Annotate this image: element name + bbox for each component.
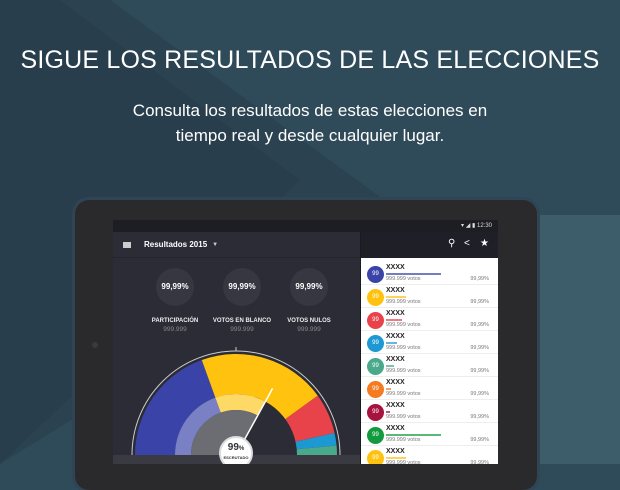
party-votes: 999.999 votos bbox=[386, 460, 421, 464]
tablet-camera bbox=[92, 342, 98, 348]
party-votes: 999.999 votos bbox=[386, 345, 421, 351]
stat-0: 99,99% PARTICIPACIÓN 999.999 bbox=[143, 268, 207, 333]
party-name: XXXX bbox=[386, 310, 405, 317]
subtitle-line: Consulta los resultados de estas eleccio… bbox=[132, 101, 488, 120]
party-row[interactable]: 99 XXXX 999.999 votos 99,99% bbox=[361, 400, 498, 423]
stat-count: 999.999 bbox=[230, 326, 254, 333]
party-row[interactable]: 99 XXXX 999.999 votos 99,99% bbox=[361, 423, 498, 446]
stat-2: 99,99% VOTOS NULOS 999.999 bbox=[277, 268, 341, 333]
escrutado-badge: 99% ESCRUTADO bbox=[219, 436, 253, 464]
party-percent: 99,99% bbox=[470, 276, 489, 282]
promo-headline: SIGUE LOS RESULTADOS DE LAS ELECCIONES bbox=[20, 46, 600, 74]
escrutado-label: ESCRUTADO bbox=[223, 455, 249, 460]
party-votes: 999.999 votos bbox=[386, 276, 421, 282]
share-icon[interactable]: < bbox=[464, 238, 470, 249]
party-percent: 99,99% bbox=[470, 391, 489, 397]
vote-bar bbox=[386, 388, 391, 390]
vote-bar bbox=[386, 365, 394, 367]
stat-value: 99,99% bbox=[223, 268, 261, 306]
status-time: 12:30 bbox=[476, 223, 492, 229]
search-icon[interactable]: ⚲ bbox=[448, 238, 456, 249]
party-percent: 99,99% bbox=[470, 414, 489, 420]
party-row[interactable]: 99 XXXX 999.999 votos 99,99% bbox=[361, 446, 498, 464]
percent-unit: % bbox=[238, 446, 245, 452]
vote-bar bbox=[386, 319, 402, 321]
escrutado-percent: 99 bbox=[227, 442, 239, 453]
party-percent: 99,99% bbox=[470, 437, 489, 443]
vote-bar bbox=[386, 457, 406, 459]
party-percent: 99,99% bbox=[470, 368, 489, 374]
party-name: XXXX bbox=[386, 333, 405, 340]
party-row[interactable]: 99 XXXX 999.999 votos 99,99% bbox=[361, 377, 498, 400]
menu-icon[interactable] bbox=[123, 242, 131, 248]
party-row[interactable]: 99 XXXX 999.999 votos 99,99% bbox=[361, 354, 498, 377]
party-votes: 999.999 votos bbox=[386, 414, 421, 420]
seats-badge: 99 bbox=[367, 312, 384, 329]
party-name: XXXX bbox=[386, 402, 405, 409]
party-row[interactable]: 99 XXXX 999.999 votos 99,99% bbox=[361, 331, 498, 354]
party-votes: 999.999 votos bbox=[386, 391, 421, 397]
party-percent: 99,99% bbox=[470, 322, 489, 328]
party-votes: 999.999 votos bbox=[386, 322, 421, 328]
party-name: XXXX bbox=[386, 379, 405, 386]
vote-bar bbox=[386, 342, 397, 344]
app-bar-actions: ⚲ < ★ bbox=[360, 232, 498, 258]
seats-badge: 99 bbox=[367, 450, 384, 464]
party-name: XXXX bbox=[386, 287, 405, 294]
party-name: XXXX bbox=[386, 356, 405, 363]
party-percent: 99,99% bbox=[470, 345, 489, 351]
party-row[interactable]: 99 XXXX 999.999 votos 99,99% bbox=[361, 262, 498, 285]
gauge-inner-segment bbox=[175, 397, 221, 455]
stat-value: 99,99% bbox=[156, 268, 194, 306]
party-votes: 999.999 votos bbox=[386, 368, 421, 374]
party-name: XXXX bbox=[386, 448, 405, 455]
party-votes: 999.999 votos bbox=[386, 299, 421, 305]
vote-bar bbox=[386, 273, 441, 275]
app-bar: Resultados 2015 ▼ bbox=[113, 232, 360, 258]
stat-count: 999.999 bbox=[163, 326, 187, 333]
party-name: XXXX bbox=[386, 425, 405, 432]
vote-bar bbox=[386, 296, 406, 298]
seats-badge: 99 bbox=[367, 289, 384, 306]
seats-badge: 99 bbox=[367, 427, 384, 444]
election-title[interactable]: Resultados 2015 bbox=[144, 240, 208, 249]
results-gauge bbox=[131, 347, 341, 456]
panel-divider bbox=[360, 232, 361, 464]
election-selector[interactable]: Resultados 2015 ▼ bbox=[144, 240, 218, 250]
promo-subtitle: Consulta los resultados de estas eleccio… bbox=[0, 98, 620, 148]
gauge-inner-segment bbox=[215, 394, 266, 416]
stat-count: 999.999 bbox=[297, 326, 321, 333]
seats-badge: 99 bbox=[367, 404, 384, 421]
seats-badge: 99 bbox=[367, 266, 384, 283]
party-name: XXXX bbox=[386, 264, 405, 271]
party-row[interactable]: 99 XXXX 999.999 votos 99,99% bbox=[361, 308, 498, 331]
dropdown-caret-icon[interactable]: ▼ bbox=[212, 242, 219, 248]
party-percent: 99,99% bbox=[470, 460, 489, 464]
party-votes: 999.999 votos bbox=[386, 437, 421, 443]
star-icon[interactable]: ★ bbox=[480, 238, 489, 249]
party-row[interactable]: 99 XXXX 999.999 votos 99,99% bbox=[361, 285, 498, 308]
status-bar: ▾ ◢ ▮ 12:30 bbox=[113, 220, 498, 232]
seats-badge: 99 bbox=[367, 358, 384, 375]
app-screen: ▾ ◢ ▮ 12:30 Resultados 2015 ▼ ⚲ < ★ 99,9… bbox=[113, 220, 498, 464]
stat-value: 99,99% bbox=[290, 268, 328, 306]
stat-label: VOTOS EN BLANCO bbox=[212, 318, 272, 324]
vote-bar bbox=[386, 434, 441, 436]
stat-label: PARTICIPACIÓN bbox=[151, 318, 199, 324]
party-percent: 99,99% bbox=[470, 299, 489, 305]
gauge-outline bbox=[131, 350, 341, 456]
party-list[interactable]: 99 XXXX 999.999 votos 99,99% 99 XXXX 999.999 v… bbox=[361, 258, 498, 464]
seats-badge: 99 bbox=[367, 381, 384, 398]
stat-1: 99,99% VOTOS EN BLANCO 999.999 bbox=[210, 268, 274, 333]
stat-label: VOTOS NULOS bbox=[287, 318, 331, 324]
seats-badge: 99 bbox=[367, 335, 384, 352]
vote-bar bbox=[386, 411, 390, 413]
subtitle-line: tiempo real y desde cualquier lugar. bbox=[175, 126, 445, 145]
